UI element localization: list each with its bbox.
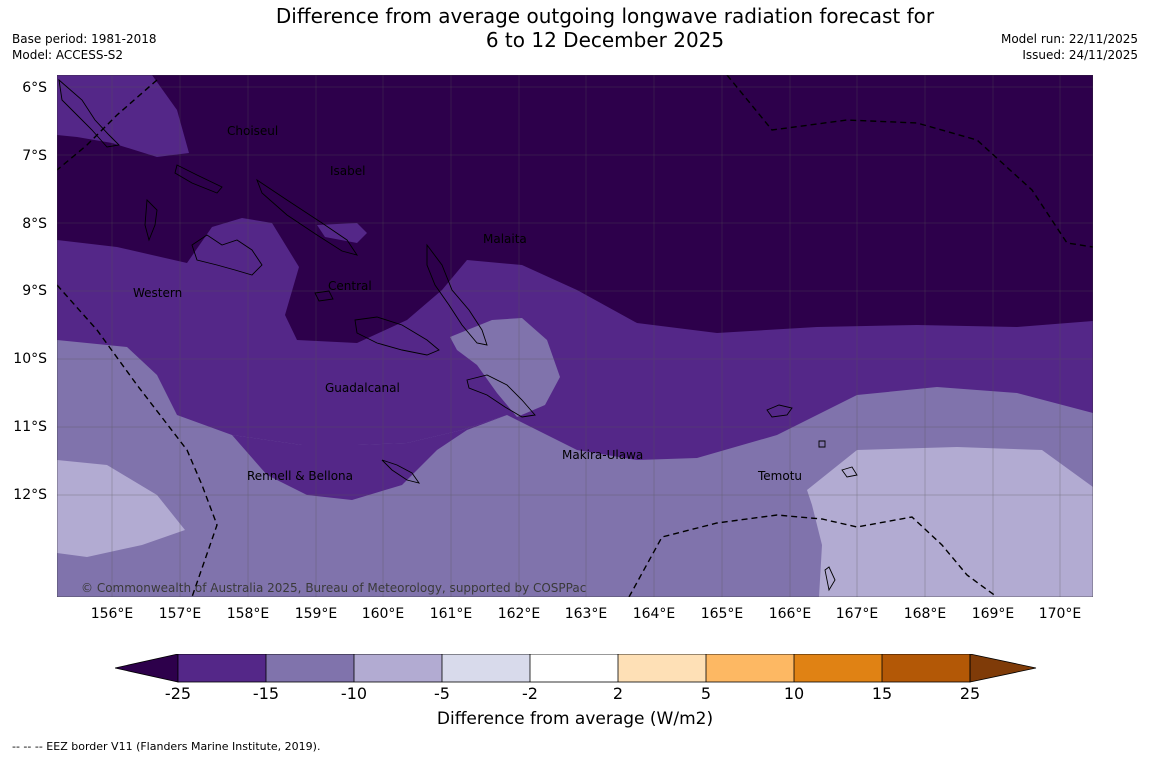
lat-label-8s: 8°S [22, 216, 47, 232]
colorbar-bin-5 [530, 654, 618, 682]
lat-label-11s: 11°S [13, 419, 47, 435]
lat-label-12s: 12°S [13, 487, 47, 503]
lon-label-157e: 157°E [158, 606, 202, 622]
label-isabel: Isabel [330, 164, 365, 178]
region-minus-25-to-minus-15-south [177, 415, 507, 500]
colorbar-dividers [265, 654, 883, 682]
colorbar-bin-2 [266, 654, 354, 682]
colorbar-bin-6 [618, 654, 706, 682]
colorbar-tick-7: 5 [700, 684, 712, 703]
island-outlines [58, 78, 858, 592]
eez-border [57, 75, 1093, 597]
lon-label-160e: 160°E [361, 606, 405, 622]
copyright-notice: © Commonwealth of Australia 2025, Bureau… [81, 581, 586, 595]
olr-anomaly-map: Choiseul Isabel Malaita Western Central … [57, 75, 1093, 597]
santa-isabel-island [256, 178, 359, 256]
colorbar-tick-2: -15 [252, 684, 280, 703]
makira-island [466, 374, 536, 418]
title-line-1: Difference from average outgoing longwav… [275, 4, 935, 28]
central-islands [314, 290, 334, 302]
colorbar-tick-1: -25 [164, 684, 192, 703]
label-temotu: Temotu [757, 469, 802, 483]
lat-label-9s: 9°S [22, 283, 47, 299]
temotu-island-3 [824, 566, 836, 592]
label-central: Central [328, 279, 372, 293]
colorbar-bin-3 [354, 654, 442, 682]
eez-footnote: -- -- -- EEZ border V11 (Flanders Marine… [12, 740, 321, 753]
colorbar-label: Difference from average (W/m2) [436, 709, 714, 729]
lon-label-170e: 170°E [1038, 606, 1082, 622]
lon-label-168e: 168°E [903, 606, 947, 622]
colorbar-bin-8 [794, 654, 882, 682]
region-minus-25-to-minus-15-north [57, 75, 189, 157]
lon-label-162e: 162°E [497, 606, 541, 622]
map-title: Difference from average outgoing longwav… [230, 4, 980, 52]
label-malaita: Malaita [483, 232, 527, 246]
choiseul-island [58, 78, 120, 148]
lon-label-163e: 163°E [564, 606, 608, 622]
meta-right: Model run: 22/11/2025 Issued: 24/11/2025 [1001, 31, 1138, 63]
new-georgia-island [191, 234, 263, 276]
label-rennell-bellona: Rennell & Bellona [247, 469, 353, 483]
colorbar-bin-7 [706, 654, 794, 682]
map-graticule [57, 75, 1093, 597]
lat-label-7s: 7°S [22, 148, 47, 164]
colorbar-bin-1 [178, 654, 266, 682]
colorbar-tick-4: -5 [434, 684, 450, 703]
lat-label-6s: 6°S [22, 80, 47, 96]
lon-label-167e: 167°E [835, 606, 879, 622]
colorbar-frame [177, 654, 971, 683]
colorbar [115, 654, 1037, 683]
santa-cruz-island [766, 404, 793, 418]
colorbar-extend-low [115, 654, 179, 683]
label-guadalcanal: Guadalcanal [325, 381, 400, 395]
lon-label-164e: 164°E [632, 606, 676, 622]
region-minus-10-to-minus-5-west [57, 460, 185, 557]
label-makira-ulawa: Makira-Ulawa [562, 448, 643, 462]
label-choiseul: Choiseul [227, 124, 278, 138]
meta-left: Base period: 1981-2018 Model: ACCESS-S2 [12, 31, 157, 63]
colorbar-tick-5: -2 [522, 684, 538, 703]
colorbar-bin-4 [442, 654, 530, 682]
island-outline-1 [174, 164, 223, 194]
model-name: Model: ACCESS-S2 [12, 48, 124, 62]
lon-label-161e: 161°E [429, 606, 473, 622]
rennell-island [381, 459, 421, 484]
base-period: Base period: 1981-2018 [12, 32, 157, 46]
title-line-2: 6 to 12 December 2025 [485, 28, 725, 52]
colorbar-tick-6: 2 [612, 684, 624, 703]
colorbar-tick-3: -10 [340, 684, 368, 703]
lon-label-165e: 165°E [700, 606, 744, 622]
lon-label-158e: 158°E [226, 606, 270, 622]
issued-date: Issued: 24/11/2025 [1022, 48, 1138, 62]
lon-label-166e: 166°E [768, 606, 812, 622]
lon-label-156e: 156°E [90, 606, 134, 622]
lat-label-10s: 10°S [13, 351, 47, 367]
colorbar-bin-9 [882, 654, 970, 682]
guadalcanal-island [354, 316, 440, 356]
temotu-island-1 [841, 466, 858, 478]
temotu-island-2 [818, 440, 826, 448]
colorbar-tick-8: 10 [783, 684, 805, 703]
colorbar-tick-9: 15 [871, 684, 893, 703]
region-minus-10-to-minus-5-east [807, 447, 1093, 597]
vella-lavella-island [144, 198, 158, 242]
label-western: Western [133, 286, 182, 300]
model-run: Model run: 22/11/2025 [1000, 32, 1138, 46]
colorbar-tick-10: 25 [959, 684, 981, 703]
malaita-island [426, 243, 488, 346]
lon-label-169e: 169°E [971, 606, 1015, 622]
lon-label-159e: 159°E [294, 606, 338, 622]
colorbar-extend-high [969, 654, 1037, 683]
